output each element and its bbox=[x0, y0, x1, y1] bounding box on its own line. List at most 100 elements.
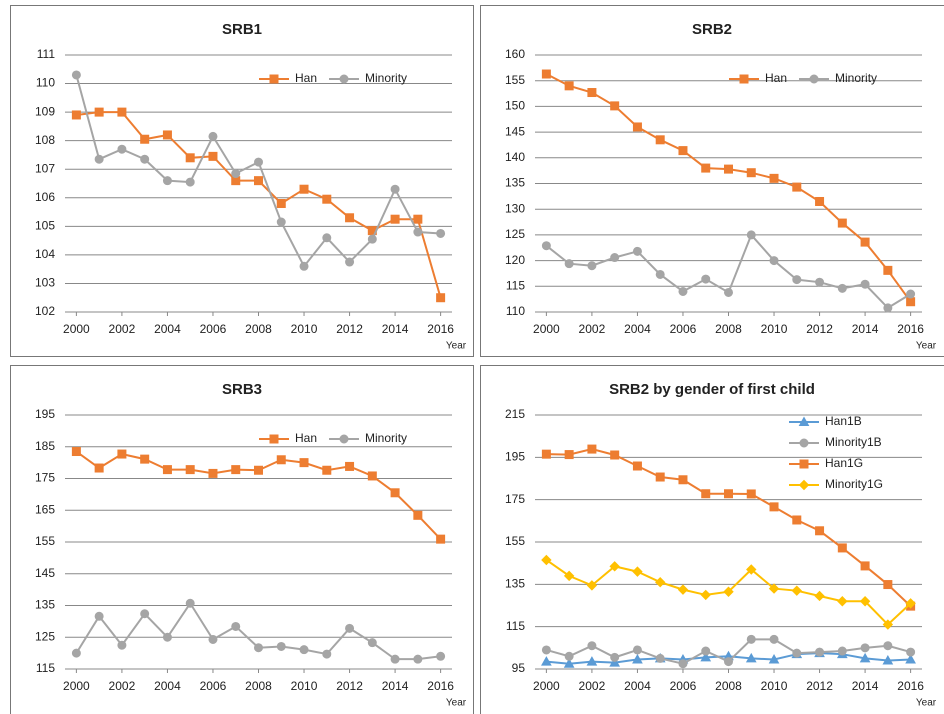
y-tick-label: 140 bbox=[505, 150, 525, 164]
y-tick-label: 107 bbox=[35, 161, 55, 175]
marker bbox=[117, 107, 127, 117]
marker bbox=[860, 237, 870, 247]
x-tick-label: 2006 bbox=[200, 679, 227, 693]
marker bbox=[724, 164, 733, 174]
marker bbox=[586, 656, 598, 666]
y-tick-label: 95 bbox=[512, 661, 526, 675]
y-tick-label: 135 bbox=[505, 577, 525, 591]
y-tick-label: 103 bbox=[35, 276, 55, 290]
panel bbox=[10, 365, 474, 714]
marker bbox=[792, 648, 802, 658]
marker bbox=[564, 259, 574, 269]
marker bbox=[724, 657, 733, 667]
x-tick-label: 2012 bbox=[806, 679, 833, 693]
marker bbox=[746, 564, 757, 575]
marker bbox=[345, 461, 355, 471]
legend-label: Han bbox=[765, 71, 787, 85]
legend-marker bbox=[269, 74, 279, 84]
marker bbox=[231, 465, 241, 475]
y-tick-label: 160 bbox=[505, 47, 525, 61]
legend-marker bbox=[269, 434, 279, 444]
marker bbox=[185, 465, 195, 475]
marker bbox=[117, 449, 127, 459]
x-axis-label: Year bbox=[916, 341, 937, 352]
marker bbox=[413, 227, 423, 237]
chart-title: SRB1 bbox=[222, 21, 262, 38]
marker bbox=[162, 130, 172, 140]
legend-marker bbox=[339, 434, 349, 444]
marker bbox=[185, 153, 195, 163]
x-tick-label: 2004 bbox=[154, 322, 181, 336]
marker bbox=[791, 585, 803, 596]
x-axis-label: Year bbox=[916, 698, 937, 709]
marker bbox=[792, 275, 802, 285]
marker bbox=[723, 586, 734, 597]
marker bbox=[860, 561, 870, 571]
x-tick-label: 2002 bbox=[109, 322, 136, 336]
chart-title: SRB3 bbox=[222, 381, 262, 398]
x-axis-label: Year bbox=[446, 341, 467, 352]
marker bbox=[413, 654, 423, 664]
marker bbox=[208, 634, 218, 644]
marker bbox=[367, 471, 377, 481]
marker bbox=[367, 234, 377, 244]
marker bbox=[413, 510, 423, 520]
y-tick-label: 195 bbox=[505, 450, 525, 464]
marker bbox=[632, 566, 643, 577]
marker bbox=[162, 176, 172, 186]
y-tick-label: 120 bbox=[505, 253, 525, 267]
x-tick-label: 2012 bbox=[806, 322, 833, 336]
marker bbox=[436, 651, 446, 661]
marker bbox=[837, 596, 848, 607]
marker bbox=[655, 269, 665, 279]
marker bbox=[436, 534, 446, 544]
legend-marker bbox=[799, 459, 809, 469]
x-tick-label: 2016 bbox=[897, 322, 924, 336]
marker bbox=[71, 110, 81, 120]
y-tick-label: 155 bbox=[505, 73, 525, 87]
legend-label: Han bbox=[295, 71, 317, 85]
y-tick-label: 115 bbox=[36, 661, 55, 675]
marker bbox=[94, 107, 104, 117]
marker bbox=[231, 169, 241, 179]
marker bbox=[610, 253, 620, 263]
legend-label: Han1B bbox=[825, 414, 862, 428]
y-tick-label: 125 bbox=[505, 227, 525, 241]
y-tick-label: 135 bbox=[35, 598, 55, 612]
marker bbox=[587, 261, 597, 271]
marker bbox=[299, 458, 309, 468]
y-tick-label: 125 bbox=[35, 629, 55, 643]
legend-label: Minority1G bbox=[825, 477, 883, 491]
x-axis-label: Year bbox=[446, 698, 467, 709]
x-tick-label: 2010 bbox=[761, 322, 788, 336]
marker bbox=[792, 515, 802, 525]
y-tick-label: 108 bbox=[35, 133, 55, 147]
legend-label: Minority bbox=[365, 71, 407, 85]
marker bbox=[768, 583, 780, 594]
marker bbox=[390, 214, 400, 224]
marker bbox=[71, 70, 81, 80]
marker bbox=[208, 131, 218, 141]
marker bbox=[632, 122, 642, 132]
legend-marker bbox=[739, 74, 749, 84]
marker bbox=[254, 176, 263, 186]
marker bbox=[906, 647, 916, 657]
marker bbox=[541, 69, 551, 79]
marker bbox=[860, 279, 870, 289]
x-tick-label: 2014 bbox=[382, 679, 409, 693]
marker bbox=[299, 261, 309, 271]
x-tick-label: 2002 bbox=[579, 322, 606, 336]
legend-label: Minority bbox=[835, 71, 877, 85]
y-tick-label: 145 bbox=[35, 566, 55, 580]
marker bbox=[815, 526, 825, 536]
marker bbox=[564, 81, 574, 91]
x-tick-label: 2008 bbox=[715, 679, 742, 693]
marker bbox=[564, 651, 574, 661]
y-tick-label: 104 bbox=[35, 247, 55, 261]
marker bbox=[724, 287, 733, 297]
marker bbox=[655, 135, 665, 145]
marker bbox=[746, 489, 756, 499]
marker bbox=[632, 645, 642, 655]
marker bbox=[541, 645, 551, 655]
marker bbox=[140, 134, 150, 144]
